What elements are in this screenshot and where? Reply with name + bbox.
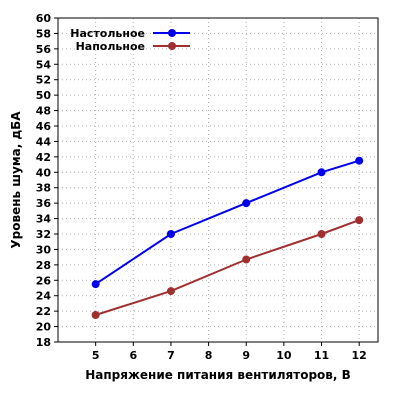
y-tick-label: 18 xyxy=(36,336,51,349)
x-tick-label: 9 xyxy=(242,349,250,362)
x-tick-label: 10 xyxy=(276,349,292,362)
data-point xyxy=(91,280,100,289)
y-tick-label: 32 xyxy=(36,228,51,241)
data-point xyxy=(317,168,326,177)
x-tick-label: 11 xyxy=(314,349,329,362)
legend-item: Напольное xyxy=(76,40,190,53)
grid xyxy=(58,17,378,343)
series-2 xyxy=(91,216,364,319)
y-tick-label: 48 xyxy=(36,105,51,118)
data-point xyxy=(91,311,100,319)
y-tick-label: 54 xyxy=(36,58,52,71)
y-tick-label: 34 xyxy=(36,213,52,226)
y-tick-label: 38 xyxy=(36,182,51,195)
plot-area-frame xyxy=(57,17,379,343)
legend-marker xyxy=(168,29,176,37)
data-point xyxy=(166,287,175,296)
x-tick-label: 6 xyxy=(129,349,137,362)
y-tick-label: 50 xyxy=(36,89,52,102)
y-tick-label: 20 xyxy=(36,321,52,334)
y-axis-title: Уровень шума, дБА xyxy=(9,111,23,249)
y-tick-label: 42 xyxy=(36,151,51,164)
legend-label: Настольное xyxy=(70,27,145,40)
y-tick-label: 24 xyxy=(36,290,52,303)
x-tick-label: 5 xyxy=(92,349,100,362)
series-layer xyxy=(91,156,364,319)
data-point xyxy=(317,230,326,238)
data-point xyxy=(242,199,251,208)
y-tick-label: 40 xyxy=(36,166,52,179)
data-point xyxy=(166,230,175,238)
y-tick-label: 36 xyxy=(36,197,52,210)
x-tick-label: 7 xyxy=(167,349,175,362)
x-axis-ticks: 5 6 7 8 9 10 11 12 xyxy=(92,342,367,362)
y-tick-label: 22 xyxy=(36,305,51,318)
x-tick-label: 12 xyxy=(352,349,367,362)
legend-label: Напольное xyxy=(76,40,145,53)
y-tick-label: 60 xyxy=(36,12,52,25)
y-tick-label: 30 xyxy=(36,243,52,256)
x-tick-label: 8 xyxy=(205,349,213,362)
series-line xyxy=(95,159,360,285)
series-1 xyxy=(91,156,364,289)
y-tick-label: 46 xyxy=(36,120,52,133)
data-point xyxy=(242,255,251,264)
x-axis-title: Напряжение питания вентиляторов, В xyxy=(85,368,351,382)
legend-marker xyxy=(168,42,176,50)
y-tick-label: 56 xyxy=(36,43,52,56)
y-tick-label: 26 xyxy=(36,274,52,287)
y-tick-label: 44 xyxy=(36,135,52,148)
y-axis-ticks: 18 20 22 24 26 28 30 32 34 36 38 40 42 44 46 48 50 52 54 56… xyxy=(36,12,58,349)
legend-item: Настольное xyxy=(70,27,190,40)
data-point xyxy=(355,216,364,225)
y-tick-label: 58 xyxy=(36,27,51,40)
y-tick-label: 28 xyxy=(36,259,51,272)
data-point xyxy=(355,156,364,165)
y-tick-label: 52 xyxy=(36,74,51,87)
